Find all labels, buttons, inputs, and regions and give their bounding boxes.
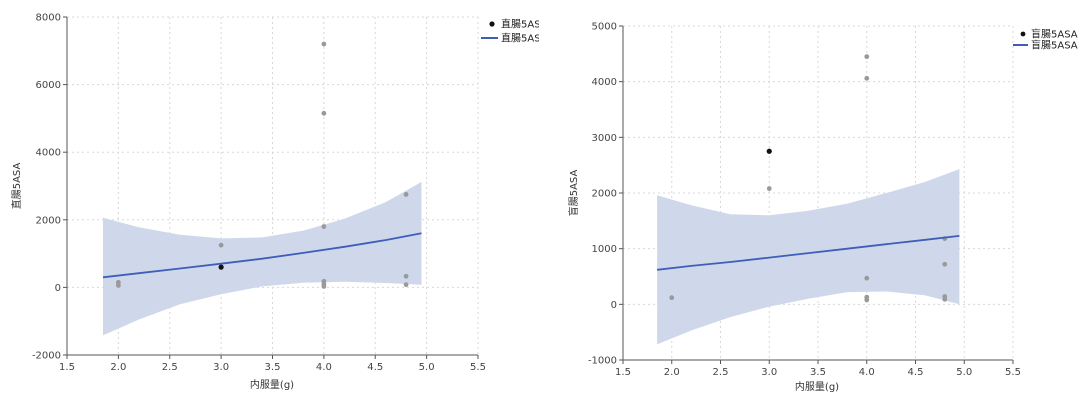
- data-point: [321, 110, 327, 116]
- x-tick-label: 3.0: [761, 367, 777, 378]
- x-tick-label: 3.5: [810, 367, 826, 378]
- y-tick-label: 2000: [36, 215, 61, 226]
- data-point: [942, 296, 948, 302]
- data-point: [864, 54, 870, 60]
- legend-line-label: 盲腸5ASA: [1031, 39, 1078, 52]
- data-point: [321, 283, 327, 289]
- x-axis-label: 内服量(g): [250, 378, 294, 391]
- y-tick-label: 8000: [36, 13, 61, 24]
- data-point: [403, 192, 409, 197]
- x-tick-label: 3.0: [213, 362, 229, 373]
- chart-rectal-5asa: -2000 0 2000 4000 6000 8000 1.5 2.0 2.5 3.0 3.5 4.0…: [10, 13, 539, 392]
- y-tick-label: 3000: [592, 133, 617, 144]
- y-tick-label: 4000: [592, 77, 617, 88]
- x-tick-label: 5.0: [956, 367, 972, 378]
- y-tick-label: 4000: [36, 148, 61, 159]
- data-point: [942, 261, 948, 267]
- x-tick-label: 1.5: [59, 362, 75, 373]
- data-point: [403, 273, 409, 279]
- y-tick-label: -1000: [588, 356, 617, 367]
- chart-cecal-5asa: -1000 0 1000 2000 3000 4000 5000 1.5 2.0 2.5 3.0 3.…: [567, 22, 1078, 394]
- legend-point-marker: [1020, 31, 1026, 37]
- legend-point-marker: [489, 21, 495, 27]
- x-tick-label: 5.0: [419, 362, 435, 373]
- y-tick-label: 0: [55, 283, 61, 294]
- data-point: [864, 297, 870, 303]
- y-tick-label: 6000: [36, 80, 61, 91]
- x-tick-label: 2.0: [110, 362, 126, 373]
- x-tick-label: 5.5: [470, 362, 486, 373]
- y-tick-label: 0: [611, 300, 617, 311]
- confidence-band: [657, 169, 960, 345]
- y-tick-label: 1000: [592, 244, 617, 255]
- y-axis-label: 直腸5ASA: [10, 163, 23, 210]
- data-point: [321, 41, 327, 47]
- legend: 盲腸5ASA 盲腸5ASA: [1013, 28, 1078, 52]
- y-tick-label: 2000: [592, 189, 617, 200]
- data-point: [864, 75, 870, 81]
- x-tick-label: 2.0: [664, 367, 680, 378]
- legend: 直腸5ASA 直腸5ASA: [481, 18, 539, 45]
- fit-line: [656, 235, 960, 271]
- data-point: [669, 295, 675, 301]
- data-point: [403, 282, 409, 288]
- y-tick-label: -2000: [32, 351, 61, 362]
- y-axis-label: 盲腸5ASA: [567, 170, 580, 217]
- x-tick-label: 4.5: [367, 362, 383, 373]
- y-tick-label: 5000: [592, 22, 617, 33]
- x-tick-label: 3.5: [265, 362, 281, 373]
- data-point-highlighted: [218, 264, 224, 270]
- legend-line-label: 直腸5ASA: [501, 32, 539, 45]
- legend-point-label: 直腸5ASA: [501, 18, 539, 31]
- data-point-highlighted: [766, 148, 772, 154]
- fit-line: [102, 232, 422, 279]
- legend-point-label: 盲腸5ASA: [1031, 28, 1078, 41]
- x-tick-label: 2.5: [162, 362, 178, 373]
- x-tick-label: 4.0: [316, 362, 332, 373]
- data-point: [218, 242, 224, 248]
- data-point: [766, 186, 772, 191]
- x-tick-label: 5.5: [1005, 367, 1021, 378]
- x-tick-label: 1.5: [615, 367, 631, 378]
- x-axis-label: 内服量(g): [795, 380, 839, 393]
- x-tick-label: 4.0: [859, 367, 875, 378]
- data-point: [321, 224, 327, 229]
- x-tick-label: 2.5: [713, 367, 729, 378]
- data-point: [864, 275, 870, 281]
- data-point: [115, 282, 121, 288]
- x-tick-label: 4.5: [908, 367, 924, 378]
